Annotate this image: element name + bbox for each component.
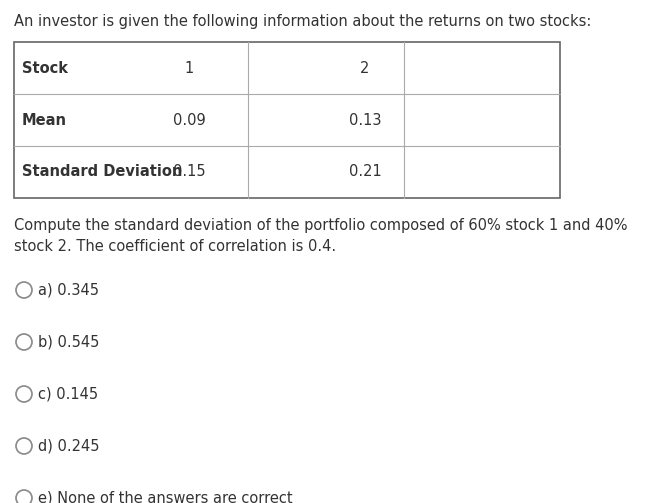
Text: e) None of the answers are correct: e) None of the answers are correct bbox=[38, 490, 293, 503]
Text: Compute the standard deviation of the portfolio composed of 60% stock 1 and 40%
: Compute the standard deviation of the po… bbox=[14, 218, 627, 254]
Text: Stock: Stock bbox=[22, 60, 68, 75]
Text: 2: 2 bbox=[360, 60, 369, 75]
Text: d) 0.245: d) 0.245 bbox=[38, 439, 100, 454]
Bar bbox=[14, 42, 560, 198]
Text: 1: 1 bbox=[185, 60, 194, 75]
Text: 0.15: 0.15 bbox=[173, 164, 206, 180]
Text: Standard Deviation: Standard Deviation bbox=[22, 164, 182, 180]
Text: a) 0.345: a) 0.345 bbox=[38, 283, 99, 297]
Text: Mean: Mean bbox=[22, 113, 67, 127]
Text: An investor is given the following information about the returns on two stocks:: An investor is given the following infor… bbox=[14, 14, 591, 29]
Text: 0.13: 0.13 bbox=[349, 113, 381, 127]
Text: 0.21: 0.21 bbox=[349, 164, 381, 180]
Text: b) 0.545: b) 0.545 bbox=[38, 334, 100, 350]
Text: c) 0.145: c) 0.145 bbox=[38, 386, 98, 401]
Text: 0.09: 0.09 bbox=[173, 113, 206, 127]
